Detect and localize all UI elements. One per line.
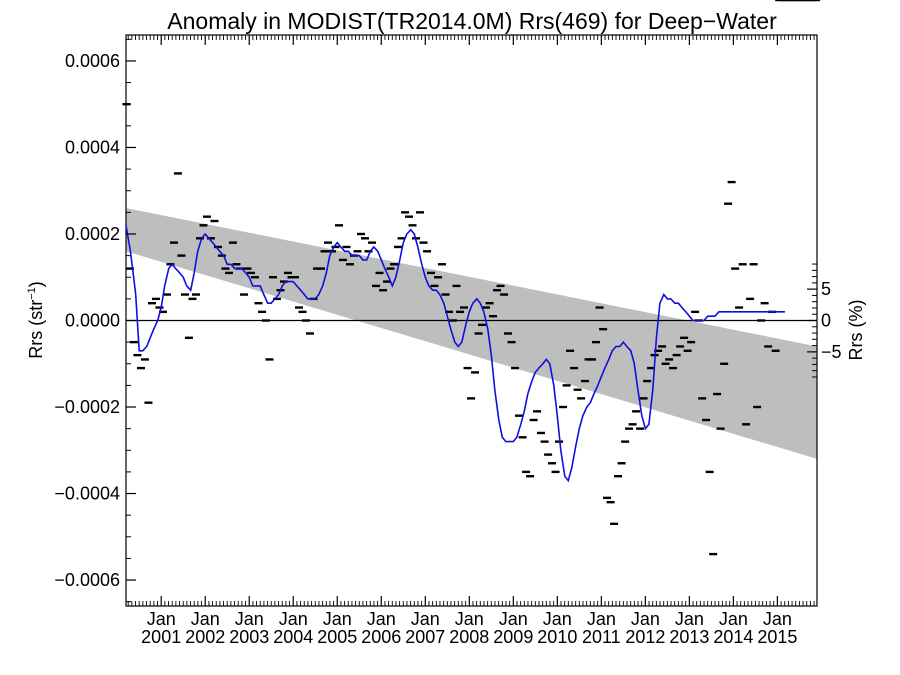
x-tick-label-year: 2003 [229,627,269,647]
x-tick-label-month: Jan [191,609,220,629]
y-tick-label: 0.0004 [65,137,120,157]
x-tick-label-month: Jan [279,609,308,629]
x-tick-label-month: Jan [455,609,484,629]
y-axis-left: 0.0006 0.0004 0.0002 0.0000 −0.0002 −0.0004 −0… [54,38,136,603]
x-tick-label-year: 2005 [317,627,357,647]
x-tick-label-year: 2012 [625,627,665,647]
y-axis-left-label-end: ) [26,281,46,287]
y-tick-label: 0.0000 [65,311,120,331]
y-tick-label: −0.0006 [54,570,120,590]
x-tick-label-month: Jan [763,609,792,629]
x-tick-label-year: 2009 [493,627,533,647]
x-tick-label-month: Jan [235,609,264,629]
trend-band-polygon [126,208,817,459]
x-tick-label-year: 2007 [405,627,445,647]
x-axis: Jan2001Jan2002Jan2003Jan2004Jan2005Jan20… [127,35,815,647]
x-tick-label-year: 2011 [582,627,621,647]
y-tick-label: −0.0002 [54,397,120,417]
x-tick-label-month: Jan [587,609,616,629]
x-tick-label-month: Jan [323,609,352,629]
trend-band [126,208,817,459]
y-axis-right-label: Rrs (%) [846,300,866,361]
x-tick-label-month: Jan [675,609,704,629]
y2-tick-label: 0 [821,311,831,331]
smoothed-series [125,225,785,483]
y2-tick-label: 5 [821,279,831,299]
chart-title: Anomaly in MODIST(TR2014.0M) Rrs(469) fo… [167,8,777,34]
x-tick-label-year: 2006 [361,627,401,647]
y2-tick-label: −5 [821,342,842,362]
x-tick-label-year: 2001 [141,627,181,647]
x-tick-label-year: 2002 [185,627,225,647]
x-tick-label-month: Jan [719,609,748,629]
y-tick-label: 0.0006 [65,51,120,71]
x-tick-label-year: 2013 [669,627,709,647]
y-tick-label: 0.0002 [65,224,120,244]
x-tick-label-year: 2015 [757,627,797,647]
x-tick-label-month: Jan [499,609,528,629]
x-tick-label-month: Jan [631,609,660,629]
y-tick-label: −0.0004 [54,484,120,504]
smoothed-line [125,225,785,483]
y-axis-left-label-main: Rrs (str [26,300,46,359]
x-tick-label-year: 2010 [537,627,577,647]
x-tick-label-year: 2004 [273,627,313,647]
plot-frame [125,34,818,607]
x-tick-label-month: Jan [367,609,396,629]
x-tick-label-year: 2014 [713,627,753,647]
y-axis-left-label-sup: −1 [26,287,38,300]
x-tick-label-month: Jan [147,609,176,629]
x-tick-label-month: Jan [411,609,440,629]
x-tick-label-month: Jan [543,609,572,629]
x-tick-label-year: 2008 [449,627,489,647]
y-axis-left-label: Rrs (str−1) [26,281,46,359]
y-axis-right: 5 0 −5 [807,263,842,378]
